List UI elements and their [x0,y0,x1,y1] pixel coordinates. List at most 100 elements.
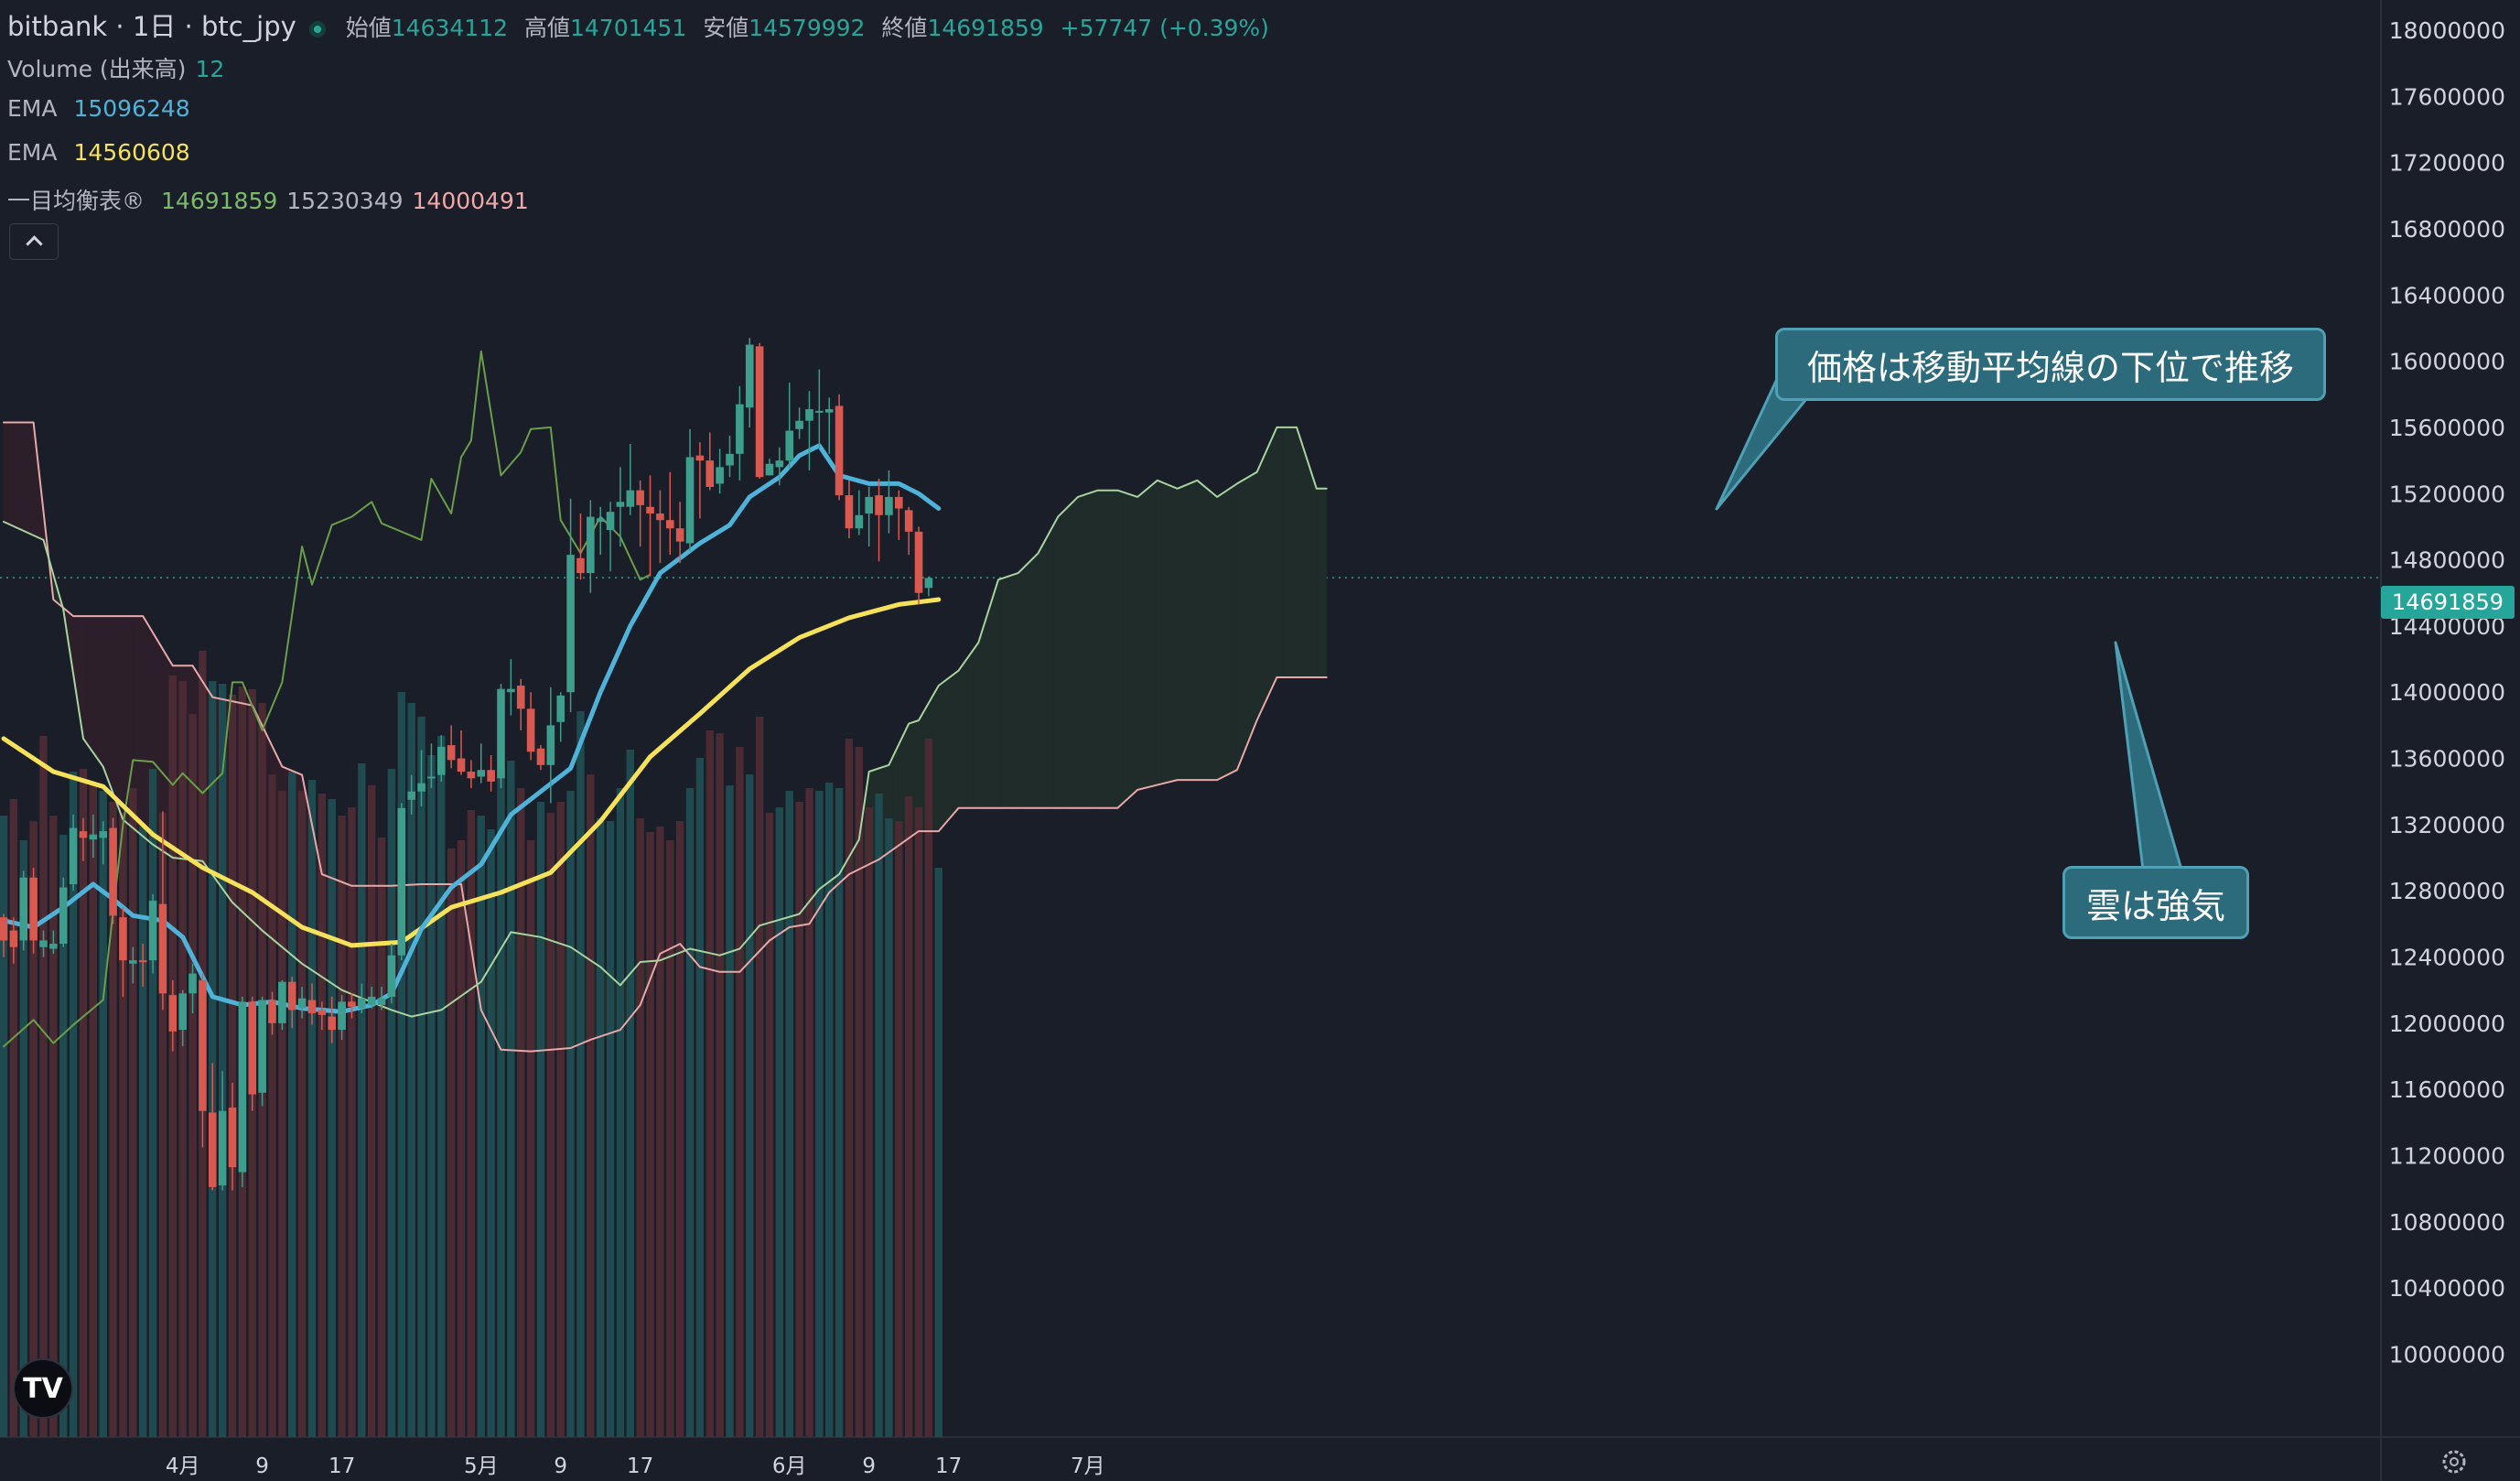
volume-bar [9,799,18,1437]
candle-body [178,993,187,1031]
candle-body [895,496,903,509]
time-axis: 74月9175月9176月9177月 [0,1450,2466,1478]
candle-body [397,807,406,956]
volume-bar [377,838,386,1437]
volume-value: 12 [195,56,225,82]
open-value: 14634112 [391,15,509,41]
cloud-segment [1171,485,1179,783]
volume-bar [228,695,237,1437]
volume-bar [685,788,695,1437]
settings-gear-icon[interactable] [2442,1450,2466,1474]
volume-bar [297,791,307,1437]
tradingview-logo-icon[interactable]: TV [13,1358,73,1419]
candle-body [49,944,58,949]
volume-bar [209,681,217,1437]
cloud-segment [1007,574,1014,809]
volume-bar [59,835,68,1437]
candle-body [665,520,674,529]
legend-ema-fast-row[interactable]: EMA 15096248 [7,95,199,122]
cloud-segment [1276,427,1283,678]
volume-bar [526,840,535,1437]
volume-bar [358,763,366,1437]
volume-bar [904,796,913,1437]
cloud-segment [1157,480,1163,786]
callout-cloud-bullish[interactable]: 雲は強気 [2062,866,2249,939]
cloud-segment [1147,483,1153,788]
volume-bar [765,813,774,1437]
cloud-segment [102,615,109,781]
price-tick-label: 12800000 [2389,878,2505,904]
candle-body [855,514,864,529]
time-tick-label: 6月 [772,1454,807,1478]
candle-body [258,1000,266,1093]
volume-bar [69,772,78,1437]
volume-bar [636,818,644,1437]
volume-bar [129,788,137,1437]
cloud-segment [1281,427,1287,678]
legend-ichimoku-row[interactable]: 一目均衡表® 14691859 15230349 14000491 [7,183,538,216]
volume-bar [576,711,585,1437]
candle-body [775,460,784,468]
cloud-segment [1222,489,1228,779]
cloud-segment [1077,494,1083,809]
candle-body [546,725,555,765]
candle-body [348,1001,356,1007]
price-tick-label: 15600000 [2389,415,2505,441]
candle-body [287,981,296,1011]
volume-bar [109,802,117,1437]
volume-bar [49,816,58,1437]
volume-bar [536,802,545,1437]
cloud-segment [1097,490,1104,809]
price-tick-label: 12400000 [2389,945,2505,971]
cloud-segment [1320,488,1328,678]
cloud-segment [1241,477,1248,758]
candle-body [785,430,794,461]
volume-bar [397,692,405,1437]
volume-bar [885,818,893,1437]
candle-body [248,1001,257,1095]
callout-cloud-pointer [2114,641,2183,871]
cloud-segment [1032,552,1039,809]
volume-bar [646,832,654,1437]
price-tick-label: 10400000 [2389,1275,2505,1302]
volume-bar [914,807,923,1437]
callout-price-below-ma[interactable]: 価格は移動平均線の下位で推移 [1775,328,2326,401]
symbol-title[interactable]: bitbank · 1日 · btc_jpy [7,11,296,42]
cloud-segment [1161,481,1168,784]
volume-bar [39,736,48,1437]
price-tick-label: 12000000 [2389,1011,2505,1037]
volume-bar [89,785,98,1437]
candle-body [417,783,425,792]
callout-cloud-text: 雲は強気 [2085,885,2225,926]
candle-body [238,1001,247,1173]
volume-bar [278,791,286,1437]
legend-volume-row[interactable]: Volume (出来高) 12 [7,51,233,84]
candle-body [924,578,933,589]
volume-bar [497,769,505,1437]
price-tick-label: 16800000 [2389,216,2505,243]
cloud-segment [1310,472,1318,678]
volume-bar [447,849,456,1437]
cloud-segment [948,673,954,821]
candle-body [168,995,178,1032]
gear-ring [2442,1450,2466,1474]
cloud-segment [1062,505,1069,809]
ichimoku-value-3: 14000491 [412,188,529,214]
collapse-legend-button[interactable] [9,223,59,260]
candle-body [487,770,495,782]
cloud-segment [27,422,35,536]
cloud-segment [3,422,9,525]
market-status-icon [308,21,326,38]
candle-body [387,955,396,997]
candle-body [705,460,715,488]
cloud-segment [1028,557,1034,809]
candle-body [79,831,88,838]
legend-ema-slow-row[interactable]: EMA 14560608 [7,139,199,166]
candle-body [576,557,585,574]
cloud-segment [117,615,124,820]
candle-body [736,404,744,454]
cloud-segment [953,669,959,816]
volume-bar [477,816,485,1437]
price-tick-label: 11200000 [2389,1143,2505,1170]
